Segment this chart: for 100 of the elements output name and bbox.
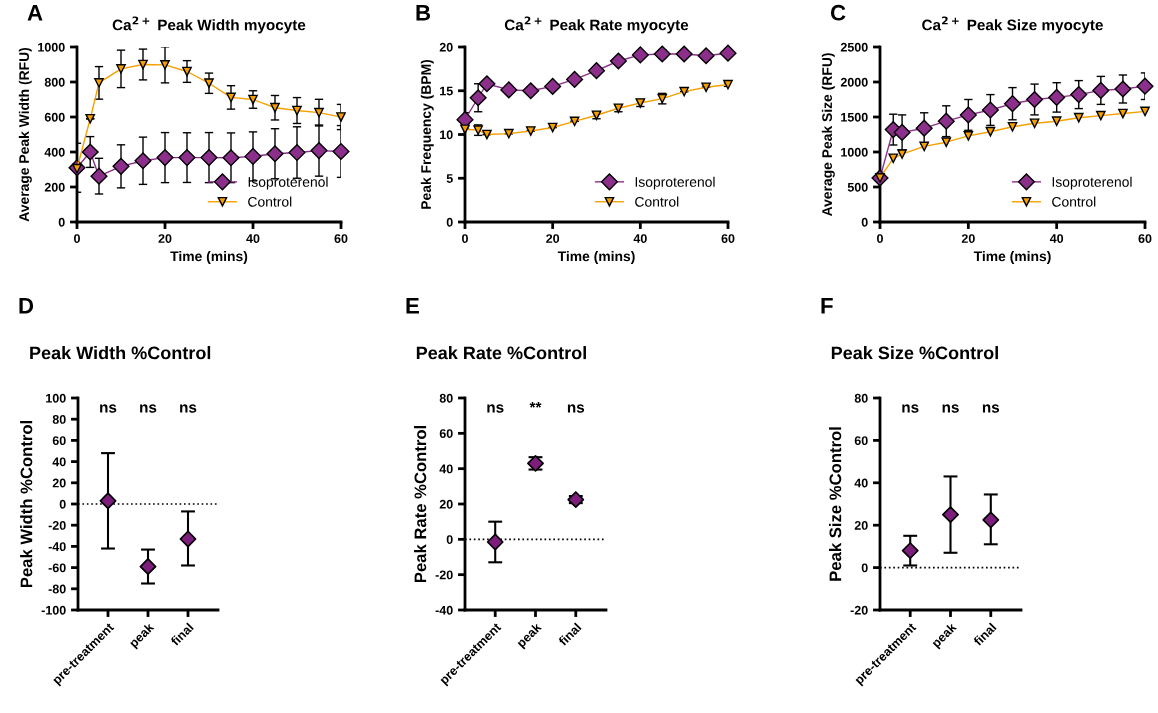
y-tick-label: 0 xyxy=(861,563,868,573)
point xyxy=(915,119,933,137)
point xyxy=(982,511,1000,529)
y-tick-label: 40 xyxy=(52,457,66,467)
y-tick-label: 20 xyxy=(439,42,453,52)
x-axis-title: Time (mins) xyxy=(170,251,248,264)
point xyxy=(292,105,302,116)
point xyxy=(81,143,99,161)
y-tick-label: 40 xyxy=(439,464,453,474)
point xyxy=(587,62,606,80)
y-tick-label: 0 xyxy=(446,217,453,227)
y-tick-label: 80 xyxy=(439,393,453,403)
chart-title: Ca$^{2+}$ Peak Size myocyte xyxy=(922,16,1103,34)
legend-label: Control xyxy=(248,196,292,207)
point xyxy=(486,533,504,551)
point xyxy=(981,101,999,119)
point xyxy=(500,81,518,99)
annotation: ns xyxy=(180,404,197,413)
text: E xyxy=(406,298,419,314)
point xyxy=(503,128,514,139)
point xyxy=(1136,77,1154,95)
point xyxy=(248,94,258,105)
point xyxy=(85,113,96,124)
y-tick-label: 60 xyxy=(439,429,453,438)
y-tick-label: -60 xyxy=(48,563,66,573)
y-tick-label: 0 xyxy=(59,499,66,509)
point xyxy=(985,126,996,137)
point xyxy=(469,89,487,107)
y-tick-label: 1000 xyxy=(841,147,868,157)
x-tick-label: 60 xyxy=(334,234,348,243)
x-tick-label: 0 xyxy=(462,234,468,243)
y-tick-label: 20 xyxy=(854,521,868,530)
point xyxy=(288,143,306,162)
point xyxy=(138,59,148,70)
point xyxy=(112,157,130,175)
x-axis-title: Time (mins) xyxy=(557,251,635,264)
y-tick-label: 800 xyxy=(44,77,65,87)
y-tick-label: 80 xyxy=(52,415,66,424)
point xyxy=(478,75,496,93)
legend-label: Isoproterenol xyxy=(1052,176,1132,190)
point xyxy=(1048,88,1066,106)
chart-title: Peak Rate %Control xyxy=(416,346,586,360)
point xyxy=(222,149,240,167)
point xyxy=(336,112,346,122)
x-tick-label: 20 xyxy=(961,234,975,243)
point xyxy=(567,491,585,509)
point xyxy=(569,116,580,127)
point xyxy=(653,45,671,63)
point xyxy=(139,558,157,575)
annotation: ** xyxy=(529,402,542,408)
point xyxy=(1029,118,1040,129)
chart-title: Ca$^{2+}$ Peak Rate myocyte xyxy=(504,16,689,34)
y-tick-label: 60 xyxy=(52,436,66,446)
point xyxy=(1118,108,1128,119)
y-axis-title: Peak Size %Control xyxy=(829,427,842,581)
point xyxy=(90,167,108,185)
y-tick-label: 200 xyxy=(44,182,65,192)
point xyxy=(723,79,733,90)
text: F xyxy=(821,298,833,314)
point xyxy=(226,92,236,103)
point xyxy=(116,64,126,74)
chart-title: Peak Size %Control xyxy=(831,346,998,360)
point xyxy=(1003,95,1022,113)
annotation: ns xyxy=(100,404,117,413)
point xyxy=(332,142,350,161)
point xyxy=(888,153,899,164)
point xyxy=(701,82,711,93)
point xyxy=(1051,116,1062,127)
y-tick-label: -100 xyxy=(41,605,66,615)
point xyxy=(959,106,977,124)
point xyxy=(544,77,562,95)
point xyxy=(178,149,196,167)
y-tick-label: 80 xyxy=(854,393,868,403)
y-tick-label: 600 xyxy=(44,112,65,122)
y-tick-label: 40 xyxy=(854,478,868,488)
x-axis-title: Time (mins) xyxy=(973,251,1051,264)
y-tick-label: -20 xyxy=(435,570,453,580)
y-tick-label: 500 xyxy=(847,182,868,192)
point xyxy=(200,149,218,167)
point xyxy=(522,82,540,100)
y-axis-title: Peak Rate %Control xyxy=(414,425,427,583)
y-tick-label: -20 xyxy=(850,605,868,615)
y-tick-label: -80 xyxy=(48,584,66,594)
y-tick-label: 1500 xyxy=(841,112,868,122)
point xyxy=(310,142,328,160)
y-tick-label: 20 xyxy=(52,478,66,488)
point xyxy=(204,78,214,89)
point xyxy=(919,141,930,152)
point xyxy=(941,137,952,148)
y-tick-label: 60 xyxy=(854,436,868,446)
point xyxy=(160,59,170,70)
point xyxy=(901,542,919,560)
text: A xyxy=(27,5,43,21)
y-axis-title: Average Peak Size (RFU) xyxy=(821,53,835,217)
chart-title: Peak Width %Control xyxy=(30,346,211,360)
point xyxy=(1114,80,1132,98)
point xyxy=(942,506,959,524)
point xyxy=(1095,110,1106,121)
y-tick-label: -40 xyxy=(48,542,66,552)
y-axis-title: Average Peak Width (RFU) xyxy=(18,47,32,222)
